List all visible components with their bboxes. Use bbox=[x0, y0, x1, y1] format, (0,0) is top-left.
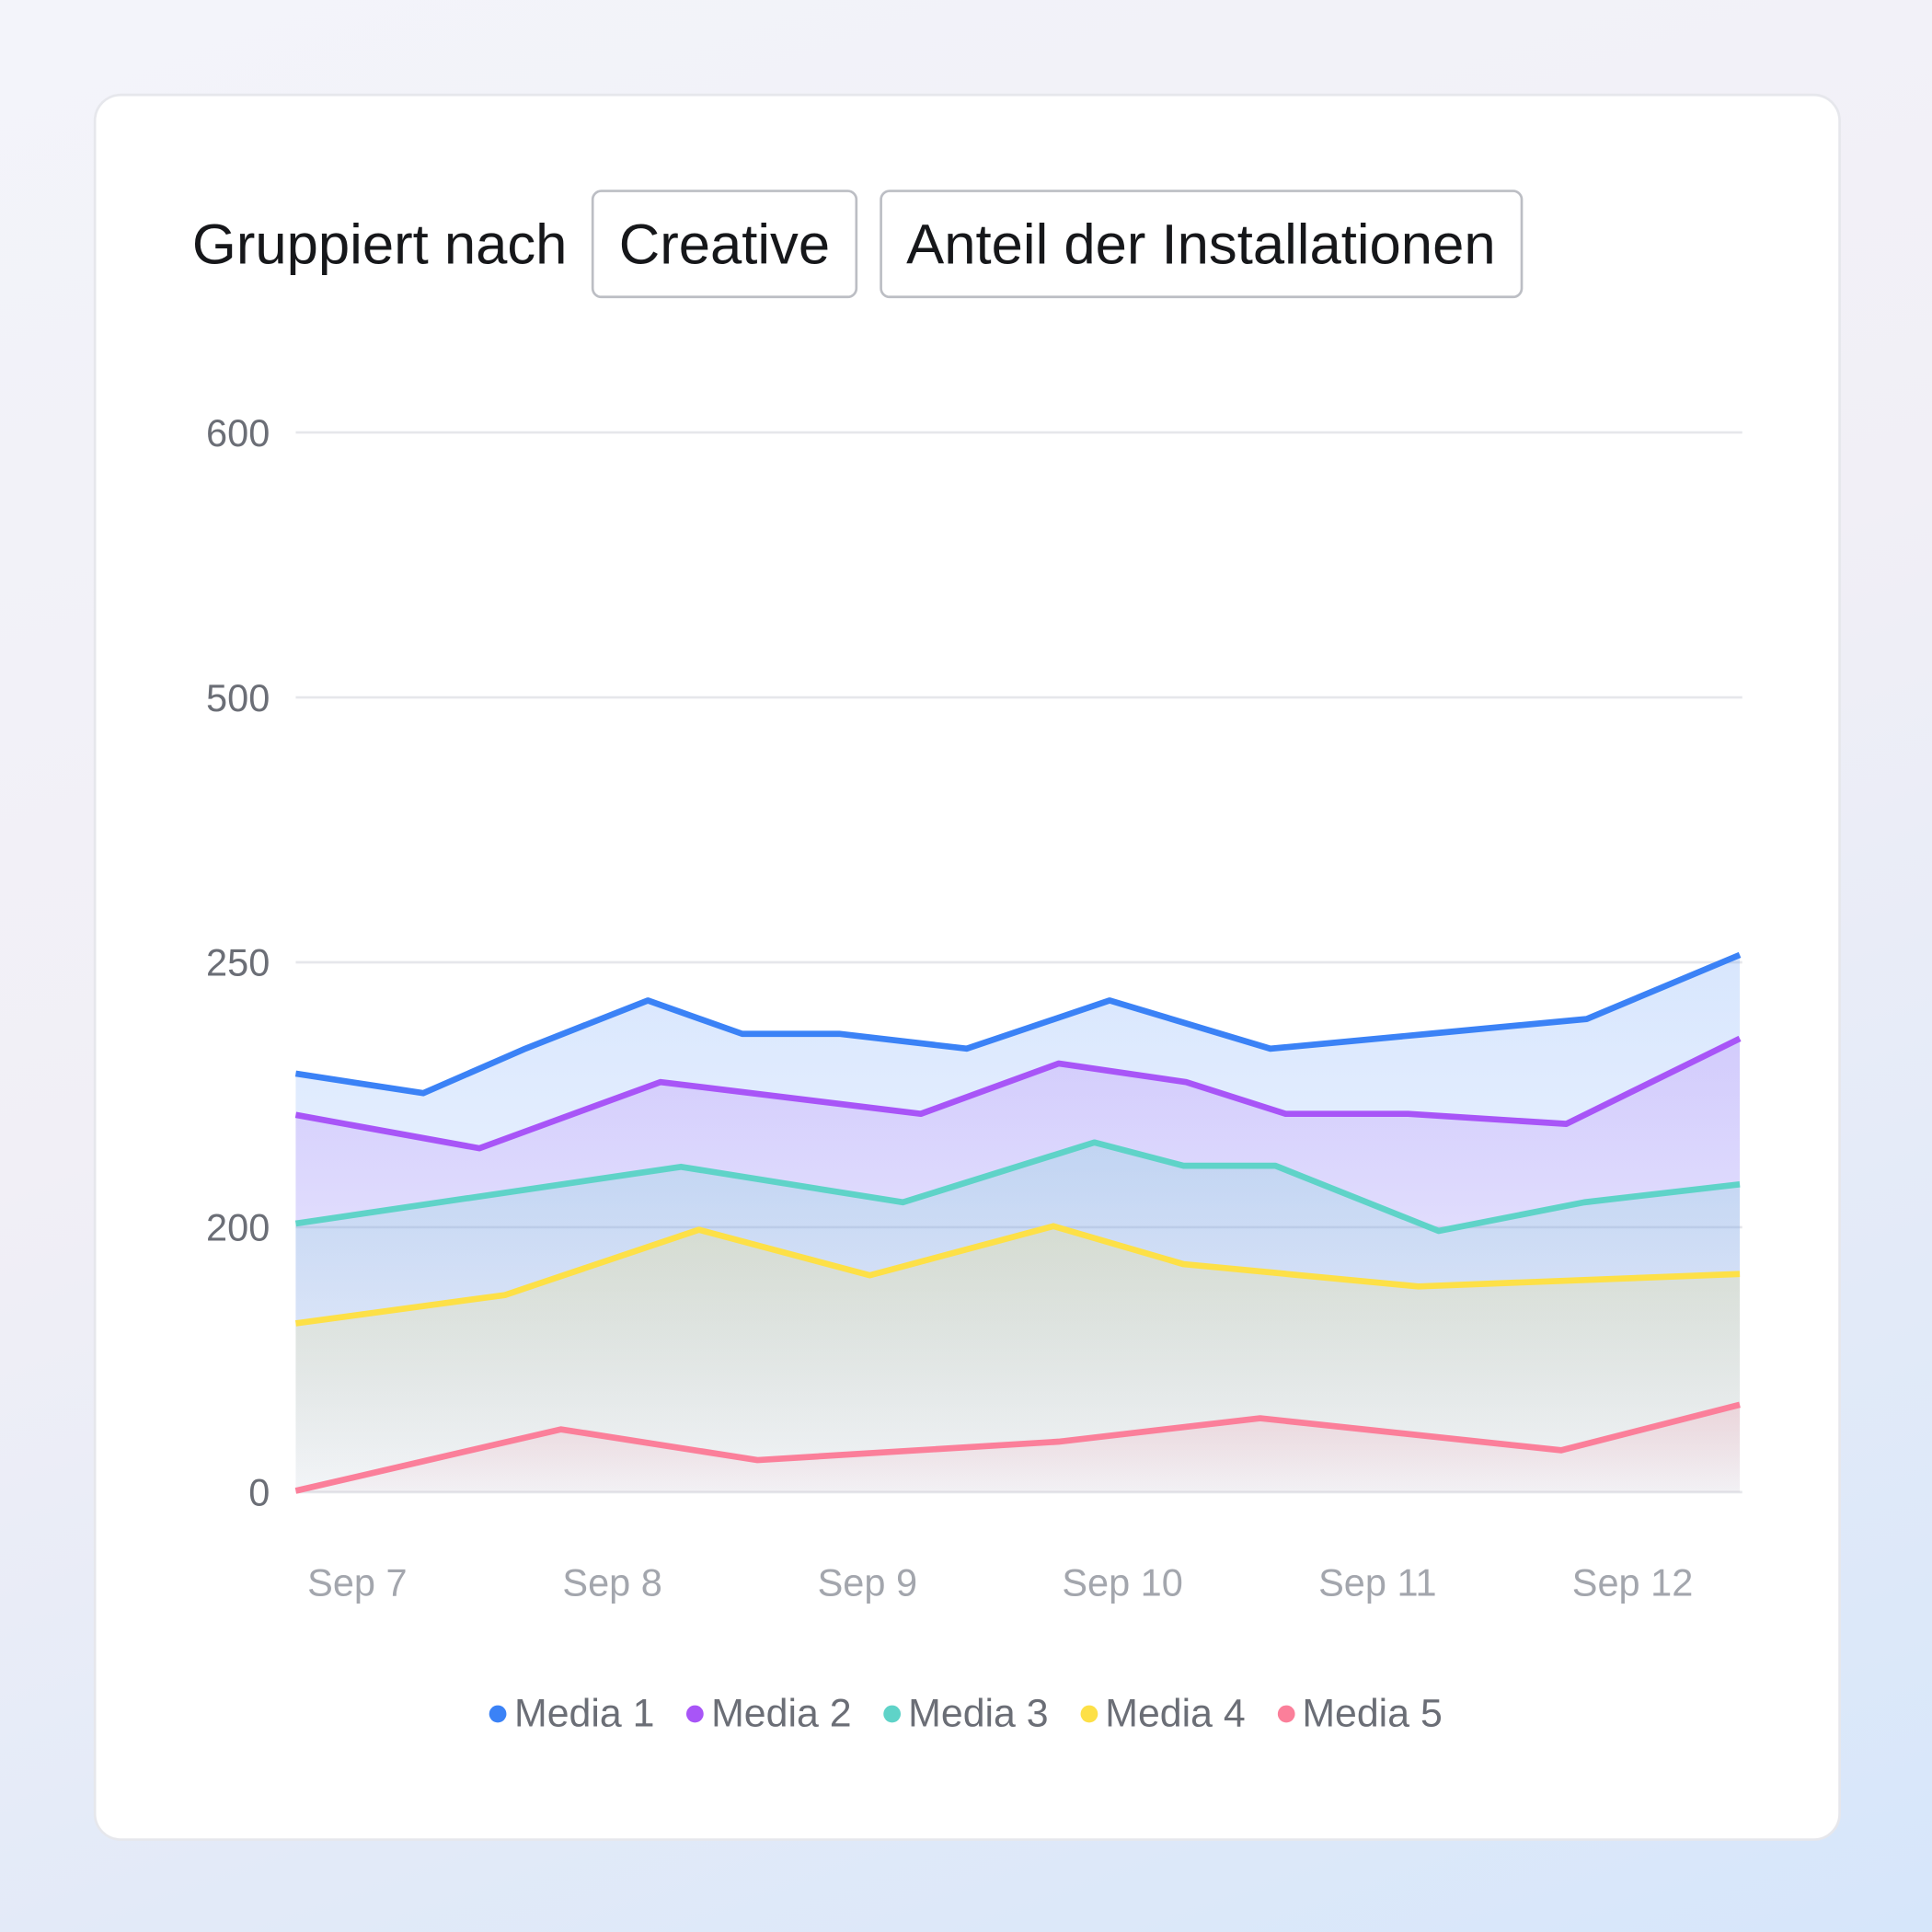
x-tick-label: Sep 9 bbox=[818, 1560, 917, 1604]
legend-dot-icon bbox=[883, 1704, 902, 1722]
x-tick-label: Sep 10 bbox=[1062, 1560, 1183, 1604]
chart-legend: Media 1 Media 2 Media 3 Media 4 Media 5 bbox=[0, 1691, 1932, 1737]
line-media-4 bbox=[294, 1223, 1741, 1327]
y-tick-label: 0 bbox=[248, 1471, 270, 1514]
y-tick-label: 250 bbox=[206, 941, 270, 984]
legend-label: Media 2 bbox=[711, 1690, 852, 1735]
legend-label: Media 1 bbox=[514, 1690, 655, 1735]
line-media-3 bbox=[294, 1139, 1741, 1235]
chart-card bbox=[93, 93, 1841, 1841]
legend-label: Media 4 bbox=[1105, 1690, 1246, 1735]
metric-dropdown[interactable]: Anteil der Installationen bbox=[879, 190, 1524, 299]
legend-label: Media 3 bbox=[908, 1690, 1049, 1735]
legend-label: Media 5 bbox=[1302, 1690, 1443, 1735]
legend-item[interactable]: Media 2 bbox=[686, 1690, 852, 1737]
x-tick-label: Sep 11 bbox=[1318, 1560, 1436, 1604]
legend-item[interactable]: Media 4 bbox=[1080, 1690, 1246, 1737]
x-tick-label: Sep 7 bbox=[307, 1560, 407, 1604]
legend-item[interactable]: Media 1 bbox=[489, 1691, 654, 1737]
area-media-4 bbox=[295, 1225, 1741, 1492]
area-media-5 bbox=[295, 1404, 1741, 1492]
x-tick-label: Sep 12 bbox=[1572, 1560, 1694, 1604]
y-tick-label: 600 bbox=[206, 411, 270, 454]
chart-header: Gruppiert nach Creative Anteil der Insta… bbox=[191, 190, 1524, 299]
x-tick-label: Sep 8 bbox=[562, 1560, 661, 1604]
group-by-label: Gruppiert nach bbox=[191, 212, 568, 277]
y-tick-label: 500 bbox=[206, 676, 270, 719]
group-by-dropdown[interactable]: Creative bbox=[592, 190, 857, 299]
legend-dot-icon bbox=[1277, 1704, 1295, 1722]
y-tick-label: 200 bbox=[206, 1206, 270, 1249]
legend-dot-icon bbox=[686, 1704, 705, 1722]
legend-item[interactable]: Media 3 bbox=[883, 1690, 1049, 1737]
legend-item[interactable]: Media 5 bbox=[1277, 1690, 1443, 1737]
legend-dot-icon bbox=[1080, 1704, 1098, 1722]
line-media-1 bbox=[294, 951, 1742, 1097]
line-media-2 bbox=[294, 1035, 1742, 1152]
legend-dot-icon bbox=[489, 1704, 507, 1722]
line-media-5 bbox=[294, 1401, 1741, 1494]
